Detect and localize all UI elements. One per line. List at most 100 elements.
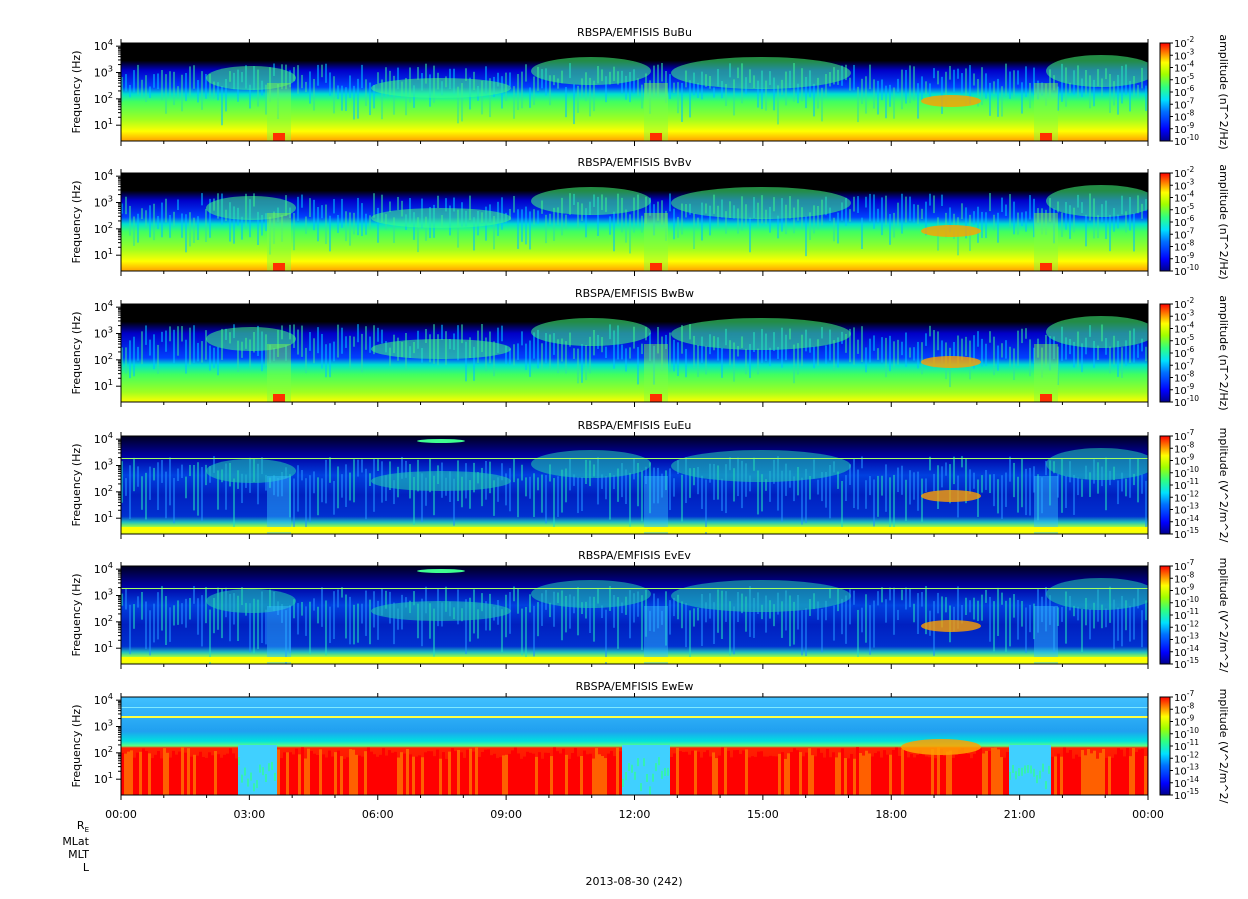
colorbar-label: amplitude (nT^2/Hz): [1217, 164, 1230, 279]
colorbar-tick-label: 10-7: [1174, 226, 1194, 241]
x-tick-label: 00:00: [105, 808, 137, 821]
colorbar-tick-label: 10-6: [1174, 214, 1194, 229]
colorbar-tick-label: 10-3: [1174, 177, 1194, 192]
date-label: 2013-08-30 (242): [585, 875, 682, 888]
y-tick-label: 103: [94, 587, 113, 603]
colorbar-tick-label: 10-4: [1174, 60, 1194, 75]
y-tick-label: 103: [94, 718, 113, 734]
panel-ewew: RBSPA/EMFISIS EwEw 101 102 103 104 Frequency …: [70, 680, 1230, 804]
colorbar-tick-label: 10-3: [1174, 47, 1194, 62]
spectrogram-texture: [121, 439, 1148, 534]
y-tick-label: 102: [94, 483, 113, 499]
y-axis-label: Frequency (Hz): [70, 444, 83, 527]
colorbar-scale: [1159, 42, 1171, 142]
panel-bwbw: RBSPA/EMFISIS BwBw 101 102 103 104 Frequency …: [70, 287, 1230, 411]
panel-title: RBSPA/EMFISIS BwBw: [575, 287, 694, 300]
colorbar-label: mplitude (V^2/m^2/: [1217, 558, 1230, 673]
y-axis: 101 102 103 104 Frequency (Hz): [70, 167, 121, 263]
panel-title: RBSPA/EMFISIS EuEu: [578, 419, 692, 432]
colorbar-tick-label: 10-8: [1174, 440, 1194, 455]
x-tick-label: 15:00: [747, 808, 779, 821]
colorbar-tick-label: 10-6: [1174, 84, 1194, 99]
colorbar-tick-label: 10-11: [1174, 477, 1199, 492]
colorbar-tick-label: 10-12: [1174, 489, 1199, 504]
y-tick-label: 101: [94, 246, 113, 262]
y-tick-label: 103: [94, 325, 113, 341]
x-tick-label: 21:00: [1004, 808, 1036, 821]
colorbar-tick-label: 10-10: [1174, 263, 1199, 278]
spectrogram-texture: [121, 707, 1148, 795]
y-tick-label: 103: [94, 194, 113, 210]
colorbar-label: mplitude (V^2/m^2/: [1217, 689, 1230, 804]
colorbar-tick-label: 10-8: [1174, 701, 1194, 716]
colorbar-scale: [1159, 565, 1171, 665]
colorbar-tick-label: 10-10: [1174, 726, 1199, 741]
y-tick-label: 104: [94, 37, 113, 53]
spectrogram-texture: [121, 316, 1148, 402]
colorbar-tick-label: 10-14: [1174, 514, 1199, 529]
colorbar-tick-label: 10-13: [1174, 632, 1199, 647]
colorbar-tick-label: 10-10: [1174, 465, 1199, 480]
colorbar-tick-label: 10-5: [1174, 333, 1194, 348]
y-axis-label: Frequency (Hz): [70, 181, 83, 264]
spectrogram-image: [121, 436, 1148, 534]
y-tick-label: 102: [94, 220, 113, 236]
ephemeris-label: RE: [77, 819, 89, 834]
y-tick-label: 102: [94, 90, 113, 106]
time-axis: 00:00 03:00 06:00 09:00 12:00 15:00 18:00 21:00…: [105, 808, 1164, 821]
colorbar-tick-label: 10-5: [1174, 202, 1194, 217]
colorbar: 10-210-310-410-510-610-710-810-910-10 amp…: [1159, 164, 1230, 280]
y-axis: 101 102 103 104 Frequency (Hz): [70, 560, 121, 656]
y-tick-label: 102: [94, 613, 113, 629]
ephemeris-label: L: [83, 861, 90, 874]
x-tick-label: 18:00: [875, 808, 907, 821]
y-tick-label: 102: [94, 351, 113, 367]
y-tick-label: 101: [94, 639, 113, 655]
colorbar-tick-label: 10-2: [1174, 296, 1194, 311]
colorbar-tick-label: 10-7: [1174, 357, 1194, 372]
colorbar-tick-label: 10-4: [1174, 321, 1194, 336]
colorbar-label: mplitude (V^2/m^2/: [1217, 428, 1230, 543]
colorbar-scale: [1159, 303, 1171, 403]
colorbar-tick-label: 10-5: [1174, 72, 1194, 87]
x-tick-label: 00:00: [1132, 808, 1164, 821]
y-axis-label: Frequency (Hz): [70, 312, 83, 395]
colorbar-tick-label: 10-11: [1174, 738, 1199, 753]
colorbar-tick-label: 10-13: [1174, 502, 1199, 517]
colorbar-tick-label: 10-9: [1174, 382, 1194, 397]
panel-title: RBSPA/EMFISIS BvBv: [578, 156, 692, 169]
colorbar-tick-label: 10-10: [1174, 394, 1199, 409]
colorbar-tick-label: 10-2: [1174, 165, 1194, 180]
y-tick-label: 101: [94, 116, 113, 132]
spectrogram-texture: [121, 185, 1148, 271]
colorbar-tick-label: 10-14: [1174, 775, 1199, 790]
ephemeris-label: MLT: [68, 848, 89, 861]
colorbar: 10-710-810-910-1010-1110-1210-1310-1410-…: [1159, 558, 1230, 673]
spectrogram-texture: [121, 569, 1148, 664]
y-tick-label: 104: [94, 430, 113, 446]
y-axis: 101 102 103 104 Frequency (Hz): [70, 298, 121, 394]
x-tick-label: 09:00: [490, 808, 522, 821]
y-axis-label: Frequency (Hz): [70, 51, 83, 134]
colorbar-tick-label: 10-14: [1174, 644, 1199, 659]
colorbar-tick-label: 10-12: [1174, 619, 1199, 634]
colorbar-tick-label: 10-9: [1174, 251, 1194, 266]
ephemeris-label: MLat: [62, 835, 89, 848]
colorbar-tick-label: 10-15: [1174, 656, 1199, 671]
panel-bvbv: RBSPA/EMFISIS BvBv 101 102 103 104 Frequency …: [70, 156, 1230, 280]
colorbar-tick-label: 10-8: [1174, 370, 1194, 385]
colorbar-tick-label: 10-8: [1174, 570, 1194, 585]
colorbar-tick-label: 10-2: [1174, 35, 1194, 50]
y-tick-label: 104: [94, 298, 113, 314]
colorbar-tick-label: 10-9: [1174, 453, 1194, 468]
x-tick-label: 03:00: [234, 808, 266, 821]
colorbar-tick-label: 10-8: [1174, 109, 1194, 124]
panel-title: RBSPA/EMFISIS BuBu: [577, 26, 692, 39]
y-tick-label: 103: [94, 64, 113, 80]
colorbar: 10-710-810-910-1010-1110-1210-1310-1410-…: [1159, 689, 1230, 804]
colorbar-tick-label: 10-3: [1174, 308, 1194, 323]
colorbar-tick-label: 10-11: [1174, 607, 1199, 622]
spectrogram-texture: [121, 55, 1148, 141]
